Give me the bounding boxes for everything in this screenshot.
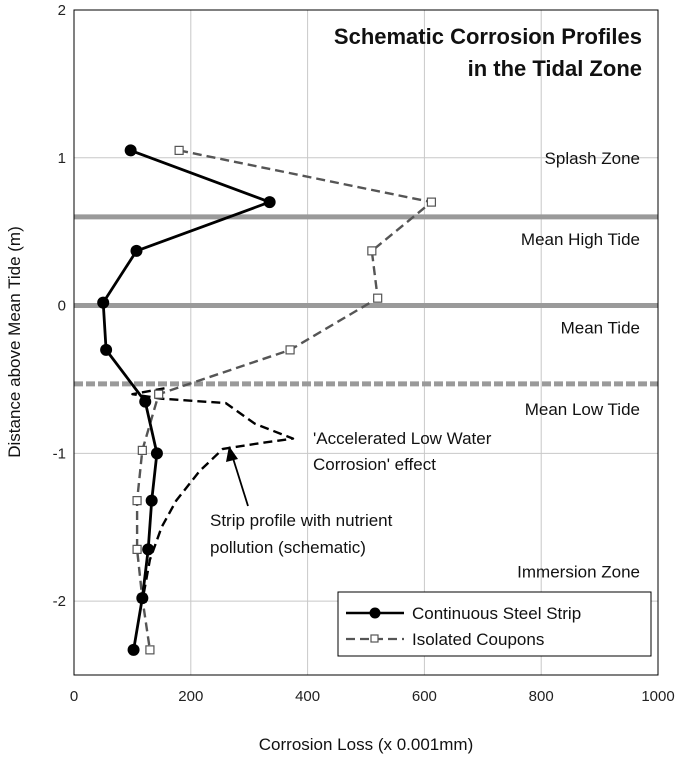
x-axis-label: Corrosion Loss (x 0.001mm) [259, 735, 473, 754]
data-point [145, 645, 155, 655]
x-tick-label: 0 [70, 688, 78, 705]
legend-label-steel-strip: Continuous Steel Strip [412, 604, 581, 623]
x-tick-label: 1000 [641, 688, 674, 705]
annotation-alwc-line2: Corrosion' effect [313, 455, 436, 474]
chart-title: Schematic Corrosion Profiles [334, 24, 642, 49]
y-tick-label: 1 [58, 150, 66, 167]
zone-label: Mean High Tide [521, 230, 640, 249]
y-axis-label: Distance above Mean Tide (m) [5, 226, 24, 458]
legend: Continuous Steel Strip Isolated Coupons [337, 591, 652, 657]
y-tick-label: 0 [58, 298, 66, 315]
x-tick-label: 600 [412, 688, 437, 705]
data-point [139, 395, 152, 408]
legend-swatch-steel-strip [346, 607, 404, 619]
data-point [142, 543, 155, 556]
y-tick-label: -2 [53, 593, 66, 610]
plot-frame [73, 9, 659, 676]
zone-label: Splash Zone [545, 149, 640, 168]
data-point [132, 544, 142, 554]
data-point [285, 345, 295, 355]
chart-subtitle: in the Tidal Zone [468, 56, 642, 81]
data-point [137, 445, 147, 455]
data-point [150, 447, 163, 460]
zone-label: Mean Tide [561, 319, 640, 338]
y-tick-label: 2 [58, 2, 66, 19]
legend-swatch-coupons [346, 634, 404, 643]
data-point [263, 196, 276, 209]
data-point [145, 494, 158, 507]
zone-label: Mean Low Tide [525, 400, 640, 419]
data-point [426, 197, 437, 207]
zone-label: Immersion Zone [517, 563, 640, 582]
data-point [97, 296, 110, 309]
data-point [100, 343, 113, 356]
plot-background [74, 10, 658, 675]
x-tick-label: 800 [529, 688, 554, 705]
annotation-arrow [226, 446, 249, 507]
data-point [127, 643, 140, 656]
data-point [136, 592, 149, 605]
data-point [154, 389, 164, 399]
tick-labels: 0 200 400 600 800 1000 2 1 0 -1 -2 [53, 2, 675, 705]
data-point [130, 244, 143, 257]
x-tick-label: 400 [295, 688, 320, 705]
legend-label-coupons: Isolated Coupons [412, 630, 544, 649]
series-layer [97, 144, 437, 656]
series-0 [97, 144, 276, 656]
annotation-alwc-line1: 'Accelerated Low Water [313, 429, 492, 448]
x-tick-label: 200 [178, 688, 203, 705]
annotation-strip-line1: Strip profile with nutrient [210, 511, 393, 530]
data-point [373, 293, 383, 303]
zone-labels: Splash Zone Mean High Tide Mean Tide Mean L… [517, 149, 640, 582]
annotation-strip-line2: pollution (schematic) [210, 538, 366, 557]
y-tick-label: -1 [53, 445, 66, 462]
data-point [367, 246, 377, 256]
data-point [132, 496, 142, 506]
data-point [124, 144, 137, 157]
data-point [174, 145, 184, 155]
legend-box [337, 591, 652, 657]
